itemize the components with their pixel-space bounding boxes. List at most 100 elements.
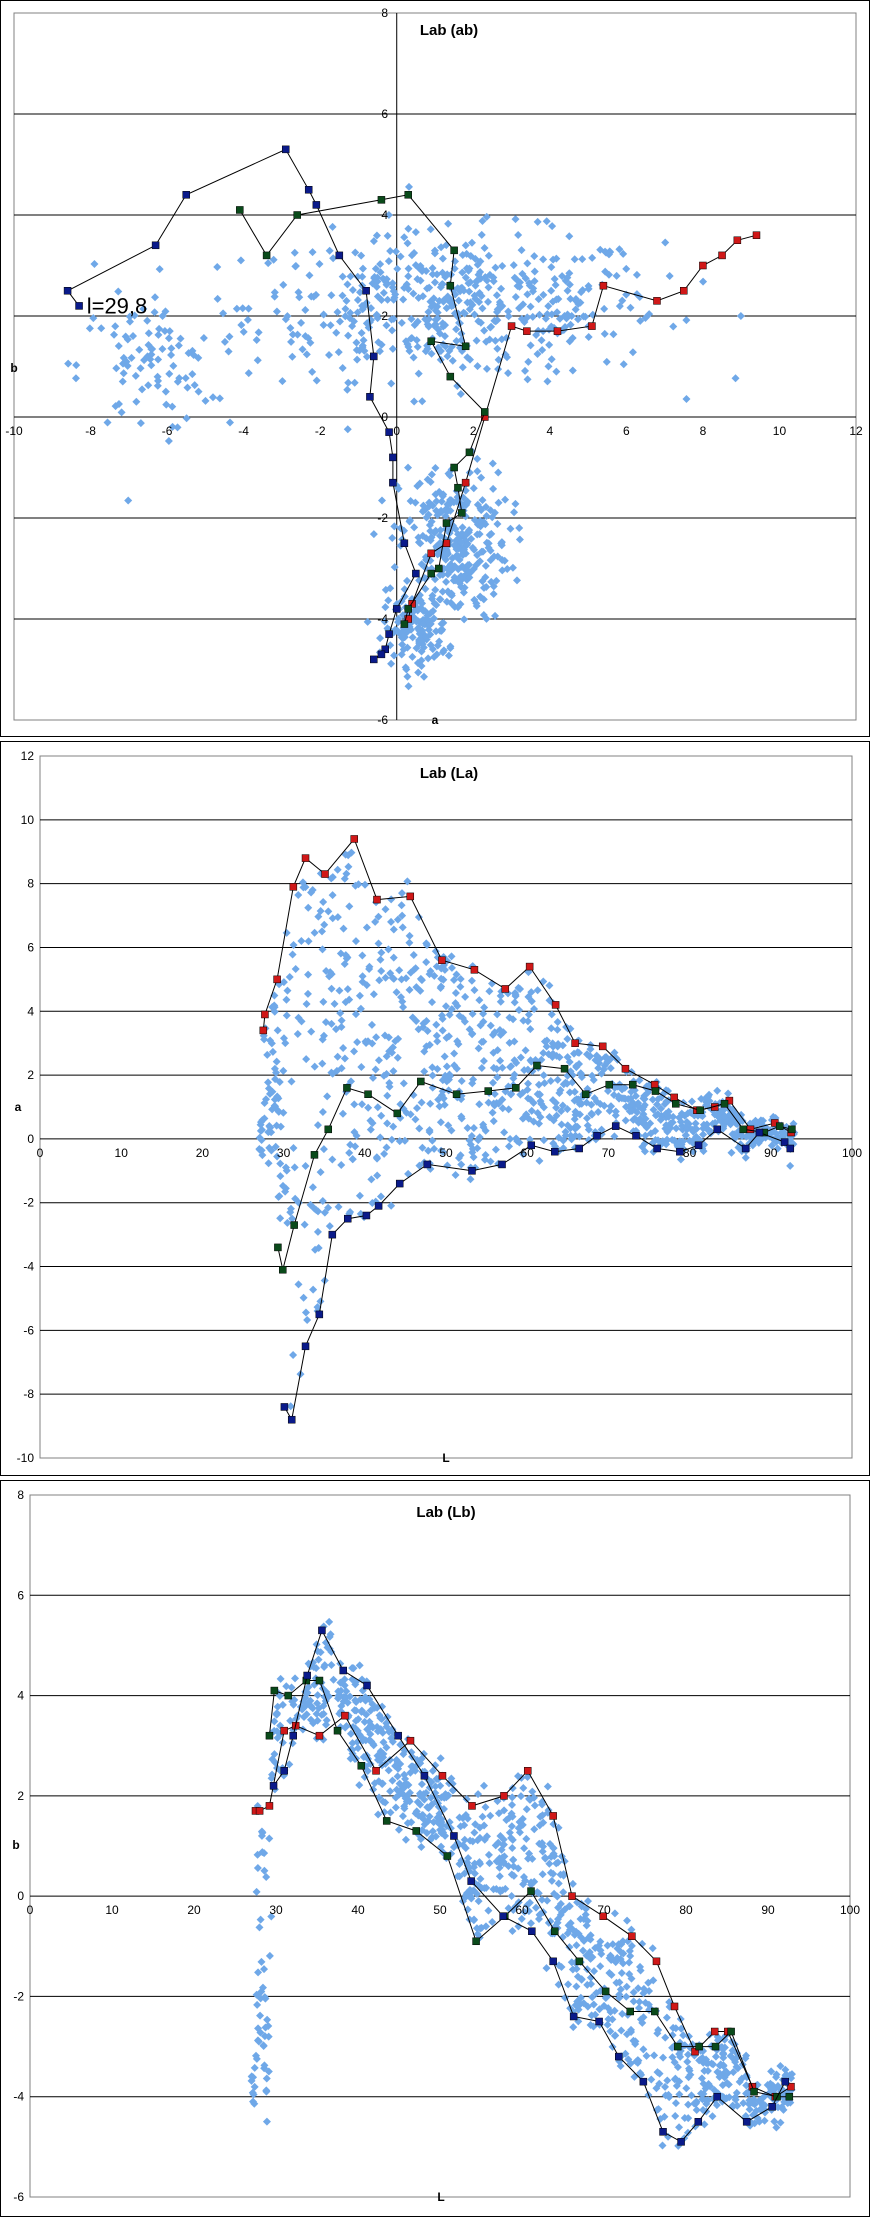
cloud-point [524,1094,533,1103]
cloud-point [414,668,423,677]
cloud-point [630,1114,639,1123]
cloud-point [117,408,126,417]
cloud-point [514,1864,523,1873]
cloud-point [320,920,329,929]
cloud-point [455,1859,464,1868]
annotation-label: l=29,8 [87,293,148,318]
cloud-point [544,302,553,311]
cloud-point [288,1697,297,1706]
cloud-point [567,1958,576,1967]
cloud-point [484,1850,493,1859]
series-marker [788,1125,796,1134]
cloud-point [473,467,482,476]
y-tick-label: -2 [13,1989,24,2003]
cloud-point [318,1107,327,1116]
cloud-point [433,511,442,520]
cloud-point [484,1906,493,1915]
cloud-point [467,976,476,985]
y-gridlines [14,113,856,620]
cloud-point [787,2070,796,2079]
cloud-point [407,1818,416,1827]
cloud-point [368,1199,377,1208]
cloud-point [543,1896,552,1905]
cloud-point [378,1702,387,1711]
y-tick-label: 0 [381,410,388,424]
cloud-point [444,651,453,660]
cloud-point [565,1943,574,1952]
cloud-point [494,468,503,477]
cloud-point [301,1161,310,1170]
cloud-points [247,1617,796,2150]
cloud-point [351,1142,360,1151]
series-marker [786,1144,795,1153]
cloud-point [700,2066,709,2075]
chart-title: Lab (ab) [420,22,478,39]
cloud-point [472,1924,481,1933]
chart-title: Lab (Lb) [416,1504,475,1521]
cloud-point [255,1923,264,1932]
cloud-point [442,1033,451,1042]
cloud-point [306,1702,315,1711]
cloud-point [350,1128,359,1137]
cloud-point [474,270,483,279]
cloud-point [112,364,121,373]
cloud-point [299,1713,308,1722]
series-marker [63,287,72,295]
cloud-point [428,501,437,510]
cloud-point [294,1198,303,1207]
cloud-point [417,1791,426,1800]
cloud-point [384,257,393,266]
cloud-point [507,1089,516,1098]
cloud-point [372,231,381,240]
series-marker [287,1415,296,1424]
chart-lab-lb: Lab (Lb)0 10 20 30 40 50 60 70 80 90 100-6-4-20246… [0,1480,870,2217]
cloud-point [118,377,127,386]
cloud-point [760,2101,769,2110]
cloud-point [381,1759,390,1768]
cloud-point [437,497,446,506]
series-marker [452,1090,461,1098]
cloud-point [479,1037,488,1046]
cloud-point [423,1026,432,1035]
cloud-point [516,1090,525,1099]
cloud-point [476,522,485,531]
cloud-point [424,308,433,317]
cloud-point [294,1013,303,1022]
cloud-point [463,497,472,506]
cloud-point [453,1037,462,1046]
cloud-point [486,506,495,515]
cloud-point [182,414,191,423]
series-marker [639,2077,648,2086]
cloud-point [543,377,552,386]
cloud-point [388,344,397,353]
cloud-point [479,583,488,592]
cloud-point [267,1039,276,1048]
cloud-point [484,297,493,306]
x-tick-label: 90 [761,1903,775,1917]
cloud-point [460,1017,469,1026]
cloud-point [552,295,561,304]
cloud-point [302,1710,311,1719]
y-tick-label: -4 [23,1260,34,1274]
cloud-point [460,1869,469,1878]
cloud-point [111,402,120,411]
cloud-point [355,991,364,1000]
y-gridlines [40,819,852,1395]
cloud-point [358,972,367,981]
x-tick-label: -10 [5,424,23,438]
cloud-point [213,294,222,303]
cloud-point [324,1692,333,1701]
cloud-point [472,601,481,610]
series-marker [680,287,688,295]
cloud-point [250,2082,259,2091]
series-marker [315,1310,324,1319]
cloud-point [336,949,345,958]
cloud-point [458,268,467,277]
cloud-point [342,1687,351,1696]
cloud-point [503,989,512,998]
series-marker [385,428,393,436]
cloud-point [342,1722,351,1731]
cloud-point [626,1951,635,1960]
cloud-point [575,1097,584,1106]
cloud-point [369,1073,378,1082]
